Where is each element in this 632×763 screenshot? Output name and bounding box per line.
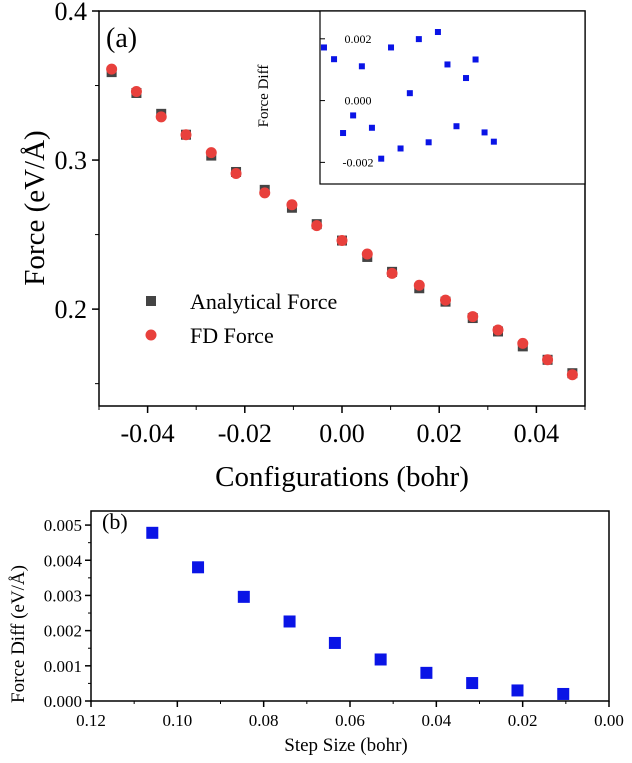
legend-marker-fd-force [145,329,157,341]
main-y-axis-label: Force (eV/Å) [19,130,51,285]
fd-force-point [517,337,529,349]
fd-force-point [230,167,242,179]
inset-force-diff-point [444,61,451,68]
step-y-tick-label: 0.003 [44,586,82,605]
inset-force-diff-point [358,63,365,70]
main-y-tick-label: 0.2 [55,295,88,324]
fd-force-point [386,267,398,279]
panel-a-main-chart: -0.04 -0.02 0.00 0.02 0.04 0.2 0.3 0.4 (a) Con… [19,0,586,493]
step-y-tick-label: 0.001 [44,657,82,676]
step-x-tick-label: 0.08 [249,711,279,730]
main-x-tick-label: -0.04 [121,419,175,448]
main-y-ticks: 0.2 0.3 0.4 [55,0,99,385]
panel-b-step-chart: 0.12 0.10 0.08 0.06 0.04 0.02 0.00 0.0000.0010… [8,509,624,756]
main-x-tick-label: -0.02 [218,419,272,448]
inset-force-diff-point [388,44,395,51]
fd-force-point [286,199,298,211]
step-x-ticks: 0.12 0.10 0.08 0.06 0.04 0.02 0.00 [76,701,624,730]
main-x-tick-label: 0.02 [416,419,462,448]
fd-force-point [467,311,479,323]
step-y-tick-label: 0.004 [44,551,83,570]
inset-y-tick-label: -0.002 [343,155,374,169]
step-x-tick-label: 0.06 [335,711,365,730]
main-x-tick-label: 0.00 [319,419,365,448]
step-y-axis-label: Force Diff (eV/Å) [8,565,29,703]
inset-force-diff-point [368,124,375,131]
fd-force-point [311,220,323,232]
fd-force-point [566,369,578,381]
step-x-tick-label: 0.12 [76,711,106,730]
main-y-tick-label: 0.4 [55,0,88,26]
step-x-axis-label: Step Size (bohr) [284,735,407,756]
step-force-diff-point [328,636,341,649]
inset-chart: 0.002 0.000 -0.002 Force Diff [256,10,586,185]
inset-force-diff-point [378,155,385,162]
inset-force-diff-point [490,138,497,145]
inset-force-diff-point [320,44,327,51]
inset-force-diff-point [453,123,460,130]
fd-force-point [413,279,425,291]
step-force-diff-point [374,653,387,666]
main-legend: Analytical Force FD Force [145,289,337,348]
step-data-points [146,526,570,700]
fd-force-point [155,111,167,123]
inset-y-tick-label: 0.000 [345,94,372,108]
fd-force-point [542,354,554,366]
fd-force-point [205,147,217,159]
inset-y-ticks: 0.002 0.000 -0.002 [320,32,374,169]
step-x-tick-label: 0.00 [594,711,624,730]
inset-force-diff-point [434,29,441,36]
step-y-tick-label: 0.005 [44,516,82,535]
step-y-ticks: 0.000 0.001 0.002 0.003 0.004 0.005 [44,516,91,711]
step-y-tick-label: 0.000 [44,692,82,711]
fd-force-point [180,129,192,141]
fd-force-point [361,248,373,260]
main-y-tick-label: 0.3 [55,146,88,175]
main-x-axis-label: Configurations (bohr) [215,461,469,493]
main-data-points [106,63,578,381]
inset-force-diff-point [463,75,470,82]
inset-force-diff-point [331,56,338,63]
step-force-diff-point [192,561,205,574]
inset-force-diff-point [406,90,413,97]
step-force-diff-point [146,526,159,539]
inset-force-diff-point [472,56,479,63]
step-x-tick-label: 0.02 [508,711,538,730]
main-x-tick-label: 0.04 [514,419,560,448]
step-x-tick-label: 0.04 [421,711,451,730]
inset-force-diff-point [415,36,422,43]
step-force-diff-point [283,615,296,628]
inset-force-diff-point [425,139,432,146]
inset-data-points [320,29,497,162]
inset-y-axis-label: Force Diff [256,65,272,128]
step-force-diff-point [237,590,250,603]
inset-y-tick-label: 0.002 [345,32,372,46]
fd-force-point [440,294,452,306]
legend-marker-analytical-force [146,296,156,306]
main-x-ticks: -0.04 -0.02 0.00 0.02 0.04 [98,406,586,448]
fd-force-point [106,63,118,75]
step-force-diff-point [511,684,524,697]
main-panel-label: (a) [106,23,137,54]
fd-force-point [259,187,271,199]
inset-force-diff-point [350,112,357,119]
inset-force-diff-point [340,130,347,137]
step-force-diff-point [420,666,433,679]
step-panel-label: (b) [102,509,128,534]
step-force-diff-point [466,677,479,690]
inset-force-diff-point [481,129,488,136]
step-force-diff-point [557,687,570,700]
legend-label-fd-force: FD Force [190,323,274,348]
inset-force-diff-point [397,145,404,152]
step-plot-frame [90,510,610,702]
step-y-tick-label: 0.002 [44,622,82,641]
fd-force-point [336,235,348,247]
step-x-tick-label: 0.10 [162,711,192,730]
inset-plot-frame [319,10,586,185]
fd-force-point [492,324,504,336]
legend-label-analytical-force: Analytical Force [190,289,337,314]
fd-force-point [130,85,142,97]
